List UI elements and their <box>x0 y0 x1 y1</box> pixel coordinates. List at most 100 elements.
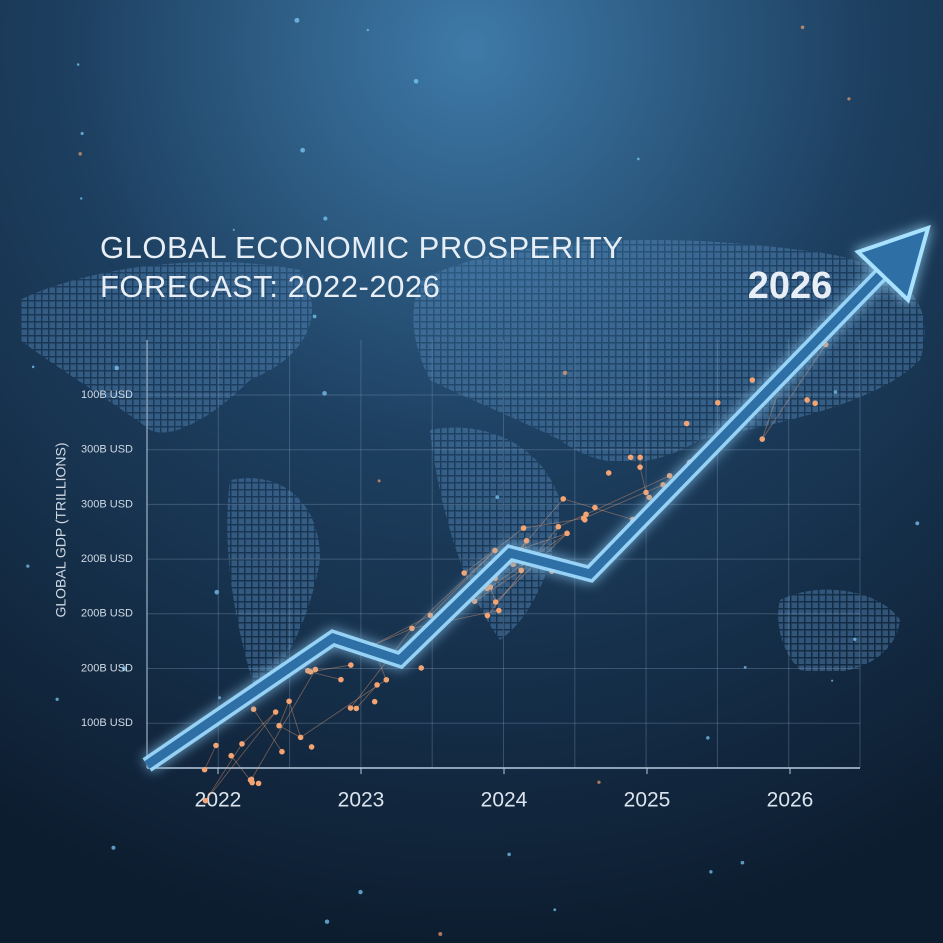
highlight-year: 2026 <box>748 265 833 307</box>
network-link <box>350 628 413 709</box>
network-link <box>300 679 387 738</box>
star <box>553 908 557 912</box>
network-link <box>761 344 826 440</box>
star <box>322 391 327 396</box>
network-node <box>383 676 390 683</box>
network-link <box>430 550 496 616</box>
network-link <box>523 517 584 529</box>
y-tick-label: 200B USD <box>81 662 133 674</box>
star <box>562 370 568 376</box>
star <box>743 666 747 669</box>
network-link <box>278 701 290 726</box>
network-node <box>484 612 491 619</box>
x-tick-label: 2023 <box>338 789 385 812</box>
star <box>323 216 328 221</box>
network-node <box>409 625 415 632</box>
network-node <box>297 734 304 741</box>
network-node <box>255 780 262 787</box>
network-node <box>353 705 360 712</box>
x-tick-label: 2024 <box>481 789 528 812</box>
star <box>312 314 317 319</box>
network-node <box>759 436 766 442</box>
star <box>232 228 235 231</box>
network-node <box>239 741 245 747</box>
network-node <box>518 567 525 574</box>
network-node <box>605 470 612 476</box>
y-axis-label: GLOBAL GDP (TRILLIONS) <box>53 442 69 617</box>
network-node <box>348 662 354 668</box>
network-node <box>338 676 344 683</box>
network-link <box>411 550 496 629</box>
star <box>377 479 381 483</box>
network-link <box>372 628 413 646</box>
star <box>294 17 300 23</box>
network-node <box>276 722 282 729</box>
star <box>637 157 640 161</box>
star <box>55 697 59 701</box>
title-line: GLOBAL ECONOMIC PROSPERITY <box>100 230 623 265</box>
network-node <box>560 496 567 502</box>
network-link <box>205 743 243 801</box>
network-node <box>461 570 468 576</box>
network-link <box>205 711 276 801</box>
network-link <box>372 614 431 646</box>
network-node <box>374 682 380 688</box>
network-node <box>564 530 570 537</box>
network-node <box>228 752 235 759</box>
network-link <box>583 484 664 519</box>
star <box>831 679 834 682</box>
network-link <box>278 725 301 738</box>
network-node <box>308 744 315 750</box>
network-node <box>715 399 721 406</box>
network-link <box>563 498 633 520</box>
network-node <box>683 420 690 427</box>
network-node <box>250 706 257 713</box>
network-node <box>666 472 673 479</box>
network-link <box>495 533 568 603</box>
y-tick-label: 100B USD <box>81 717 133 729</box>
star <box>847 97 851 101</box>
y-tick-label: 100B USD <box>81 389 133 401</box>
star <box>413 78 419 84</box>
network-node <box>427 612 434 619</box>
star <box>121 666 127 671</box>
network-node <box>637 464 643 470</box>
star <box>80 131 84 136</box>
star <box>853 637 857 641</box>
network-node <box>247 777 254 783</box>
network-node <box>643 489 649 496</box>
star <box>800 25 805 30</box>
y-tick-label: 300B USD <box>81 498 133 510</box>
network-node <box>279 748 285 755</box>
star <box>26 564 30 568</box>
network-node <box>286 698 292 705</box>
network-node <box>371 698 378 705</box>
world-map <box>20 240 925 690</box>
network-node <box>637 454 643 461</box>
network-node <box>213 742 219 749</box>
network-node <box>305 667 311 674</box>
stars <box>26 17 920 937</box>
star <box>507 852 511 857</box>
network-node <box>646 494 653 501</box>
network-node <box>201 766 208 773</box>
network-node <box>347 705 354 711</box>
network-link <box>639 467 647 493</box>
star <box>709 870 713 874</box>
star <box>218 696 222 700</box>
star <box>31 365 35 369</box>
network-node <box>592 504 598 511</box>
x-tick-label: 2022 <box>195 789 242 812</box>
network-node <box>312 666 319 673</box>
x-tick-label: 2026 <box>767 789 814 812</box>
network-link <box>585 475 670 515</box>
network-node <box>582 517 588 523</box>
star <box>300 147 306 153</box>
star <box>706 736 710 740</box>
network-link <box>253 708 283 752</box>
y-tick-label: 300B USD <box>81 444 133 456</box>
network-node <box>749 377 756 383</box>
star <box>597 780 601 784</box>
network-link <box>310 671 342 681</box>
